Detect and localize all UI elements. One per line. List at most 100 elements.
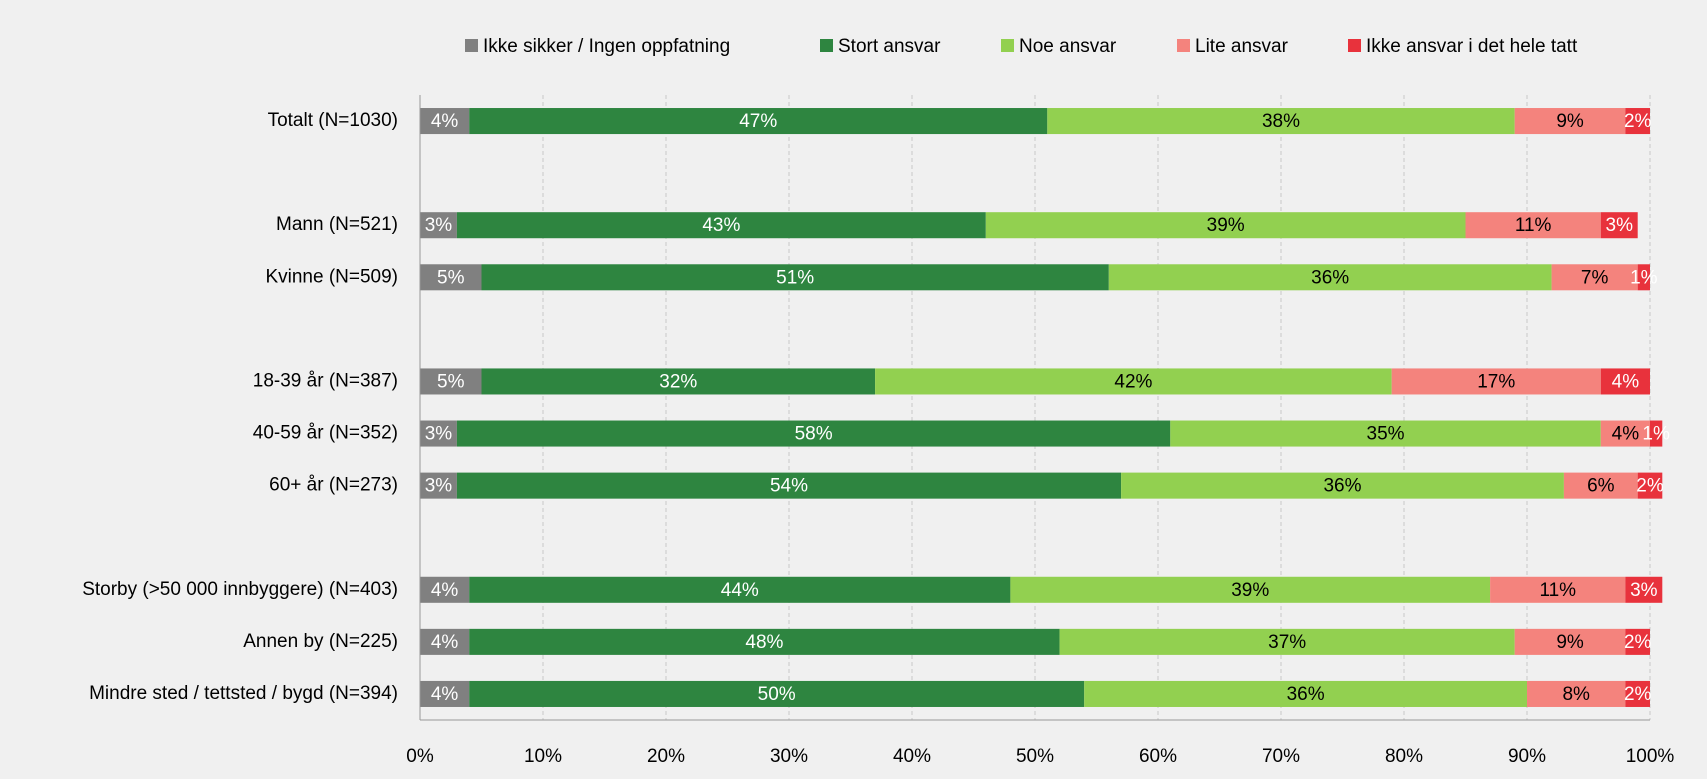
- data-label: 4%: [1612, 371, 1640, 392]
- legend-label: Lite ansvar: [1195, 36, 1289, 57]
- data-label: 3%: [425, 476, 453, 497]
- bar-segment: [1600, 212, 1638, 239]
- legend-swatch: [820, 39, 833, 52]
- bar-segment: [1059, 628, 1515, 655]
- data-label: 8%: [1562, 684, 1590, 705]
- legend-swatch: [1348, 39, 1361, 52]
- bar-segment: [1527, 680, 1626, 707]
- bar-segment: [420, 420, 457, 447]
- data-label: 4%: [431, 632, 459, 653]
- bar-segment: [469, 628, 1060, 655]
- data-label: 4%: [431, 684, 459, 705]
- bar-segment: [420, 264, 482, 291]
- bar-segment: [1600, 420, 1650, 447]
- data-label: 11%: [1515, 215, 1552, 236]
- data-label: 44%: [721, 580, 759, 601]
- data-label: 6%: [1587, 476, 1615, 497]
- bar-segment: [1637, 472, 1663, 499]
- bar-segment: [985, 212, 1466, 239]
- bar-segment: [420, 472, 457, 499]
- y-tick-label: Kvinne (N=509): [265, 266, 398, 287]
- legend-label: Ikke sikker / Ingen oppfatning: [483, 36, 730, 57]
- bar-segment: [456, 420, 1171, 447]
- bar-segment: [1391, 368, 1601, 395]
- x-tick-label: 40%: [893, 746, 931, 767]
- x-tick-label: 30%: [770, 746, 808, 767]
- bar-segment: [1625, 628, 1650, 655]
- data-label: 5%: [437, 267, 465, 288]
- data-label: 43%: [702, 215, 740, 236]
- data-label: 48%: [745, 632, 783, 653]
- legend-swatch: [465, 39, 478, 52]
- y-tick-label: 60+ år (N=273): [269, 475, 398, 496]
- legend-swatch: [1177, 39, 1190, 52]
- x-tick-label: 0%: [406, 746, 434, 767]
- bar-segment: [1465, 212, 1601, 239]
- x-tick-label: 50%: [1016, 746, 1054, 767]
- data-label: 3%: [425, 215, 453, 236]
- data-label: 36%: [1287, 684, 1325, 705]
- bar-segment: [1084, 680, 1527, 707]
- y-tick-label: Totalt (N=1030): [268, 110, 398, 131]
- bar-segment: [1047, 108, 1515, 135]
- y-tick-label: Annen by (N=225): [243, 631, 398, 652]
- bar-segment: [1514, 628, 1626, 655]
- data-label: 2%: [1624, 684, 1652, 705]
- y-tick-label: Storby (>50 000 innbyggere) (N=403): [82, 579, 398, 600]
- bar-segment: [456, 212, 986, 239]
- bar-segment: [1625, 680, 1650, 707]
- data-label: 7%: [1581, 267, 1609, 288]
- bar-segment: [469, 680, 1085, 707]
- data-label: 2%: [1624, 111, 1652, 132]
- bar-segment: [1650, 420, 1663, 447]
- bar-segment: [1121, 472, 1564, 499]
- bar-segment: [420, 628, 470, 655]
- data-label: 54%: [770, 476, 808, 497]
- bar-segment: [1170, 420, 1601, 447]
- data-label: 1%: [1642, 424, 1670, 445]
- x-tick-label: 20%: [647, 746, 685, 767]
- data-label: 2%: [1624, 632, 1652, 653]
- legend-label: Noe ansvar: [1019, 36, 1117, 57]
- bar-segment: [1637, 264, 1650, 291]
- data-label: 51%: [776, 267, 814, 288]
- bar-segment: [456, 472, 1122, 499]
- legend-swatch: [1001, 39, 1014, 52]
- x-tick-label: 60%: [1139, 746, 1177, 767]
- data-label: 3%: [425, 424, 453, 445]
- data-label: 9%: [1556, 632, 1584, 653]
- y-tick-label: 18-39 år (N=387): [253, 370, 398, 391]
- data-label: 36%: [1311, 267, 1349, 288]
- data-label: 4%: [1612, 424, 1640, 445]
- legend-label: Ikke ansvar i det hele tatt: [1366, 36, 1578, 57]
- x-tick-label: 70%: [1262, 746, 1300, 767]
- data-label: 42%: [1114, 371, 1152, 392]
- bar-segment: [420, 680, 470, 707]
- bar-segment: [420, 212, 457, 239]
- bar-segment: [469, 576, 1011, 603]
- bar-segment: [481, 264, 1109, 291]
- data-label: 4%: [431, 580, 459, 601]
- bar-segment: [875, 368, 1392, 395]
- data-label: 36%: [1323, 476, 1361, 497]
- data-label: 35%: [1367, 424, 1405, 445]
- data-label: 3%: [1630, 580, 1658, 601]
- data-label: 50%: [758, 684, 796, 705]
- bar-segment: [1600, 368, 1650, 395]
- data-label: 3%: [1606, 215, 1634, 236]
- bar-segment: [1625, 108, 1650, 135]
- data-label: 32%: [659, 371, 697, 392]
- x-tick-label: 100%: [1626, 746, 1675, 767]
- bar-segment: [1514, 108, 1626, 135]
- data-label: 47%: [739, 111, 777, 132]
- x-tick-label: 80%: [1385, 746, 1423, 767]
- data-label: 1%: [1630, 267, 1658, 288]
- bar-segment: [1563, 472, 1638, 499]
- bar-segment: [1625, 576, 1663, 603]
- data-label: 37%: [1268, 632, 1306, 653]
- bar-segment: [420, 368, 482, 395]
- x-tick-label: 10%: [524, 746, 562, 767]
- y-tick-label: Mindre sted / tettsted / bygd (N=394): [89, 683, 398, 704]
- data-label: 39%: [1207, 215, 1245, 236]
